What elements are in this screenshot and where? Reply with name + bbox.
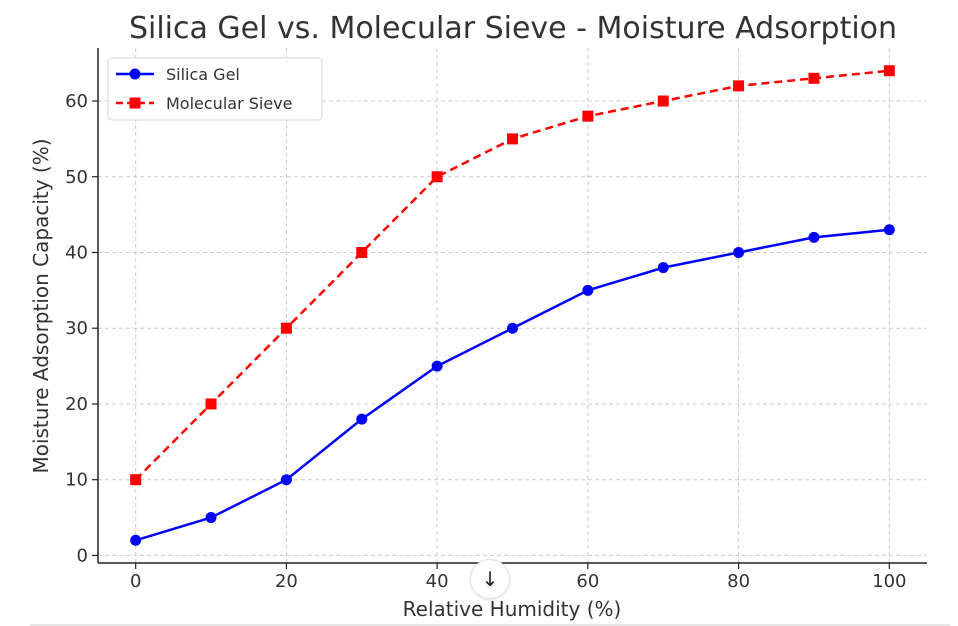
- data-point: [507, 133, 518, 145]
- arrow-down-icon: ↓: [481, 567, 499, 591]
- grid: [98, 48, 927, 563]
- legend-box: [107, 57, 323, 121]
- data-point: [883, 224, 895, 236]
- axes: 0 20 40 60 80 100 0 10 20 30 40 50 60: [65, 48, 927, 592]
- data-point: [808, 72, 820, 84]
- y-tick-label: 0: [77, 545, 88, 566]
- data-point: [280, 322, 292, 334]
- series-line-1: [134, 69, 890, 481]
- x-axis-label: Relative Humidity (%): [403, 597, 622, 621]
- x-tick-label: 80: [727, 571, 750, 592]
- x-tick-label: 60: [576, 571, 599, 592]
- x-tick-label: 0: [130, 571, 141, 592]
- data-point: [130, 474, 142, 486]
- legend-label: Silica Gel: [166, 65, 240, 84]
- chart-title: Silica Gel vs. Molecular Sieve - Moistur…: [129, 11, 897, 46]
- y-tick-label: 40: [65, 242, 88, 263]
- x-tick-label: 20: [275, 571, 298, 592]
- y-tick-label: 20: [65, 394, 88, 415]
- scroll-down-button[interactable]: ↓: [470, 559, 510, 599]
- x-tick-label: 40: [426, 571, 449, 592]
- series-line-0: [135, 228, 890, 542]
- data-point: [808, 231, 820, 243]
- y-tick-label: 30: [65, 318, 88, 339]
- y-tick-label: 10: [65, 470, 88, 491]
- bottom-panel-edge: [30, 624, 950, 626]
- data-point: [582, 110, 594, 122]
- y-tick-label: 50: [65, 167, 88, 188]
- data-point: [205, 398, 217, 410]
- y-axis-label: Moisture Adsorption Capacity (%): [29, 138, 53, 473]
- data-point: [431, 360, 443, 372]
- legend: Silica Gel Molecular Sieve: [107, 57, 323, 121]
- data-point: [582, 284, 594, 296]
- data-point: [657, 95, 669, 107]
- legend-marker: [129, 68, 141, 80]
- data-point: [130, 534, 142, 546]
- data-point: [280, 474, 292, 486]
- data-point: [205, 512, 217, 524]
- data-point: [356, 413, 368, 425]
- data-point: [507, 322, 518, 334]
- y-tick-label: 60: [65, 91, 88, 112]
- legend-marker: [129, 97, 141, 109]
- data-point: [733, 80, 745, 92]
- data-point: [356, 246, 368, 258]
- x-tick-label: 100: [872, 571, 906, 592]
- series-layer: [130, 65, 895, 546]
- data-point: [431, 171, 443, 183]
- data-point: [657, 262, 669, 274]
- data-point: [733, 246, 745, 258]
- legend-label: Molecular Sieve: [166, 94, 293, 113]
- data-point: [883, 65, 895, 77]
